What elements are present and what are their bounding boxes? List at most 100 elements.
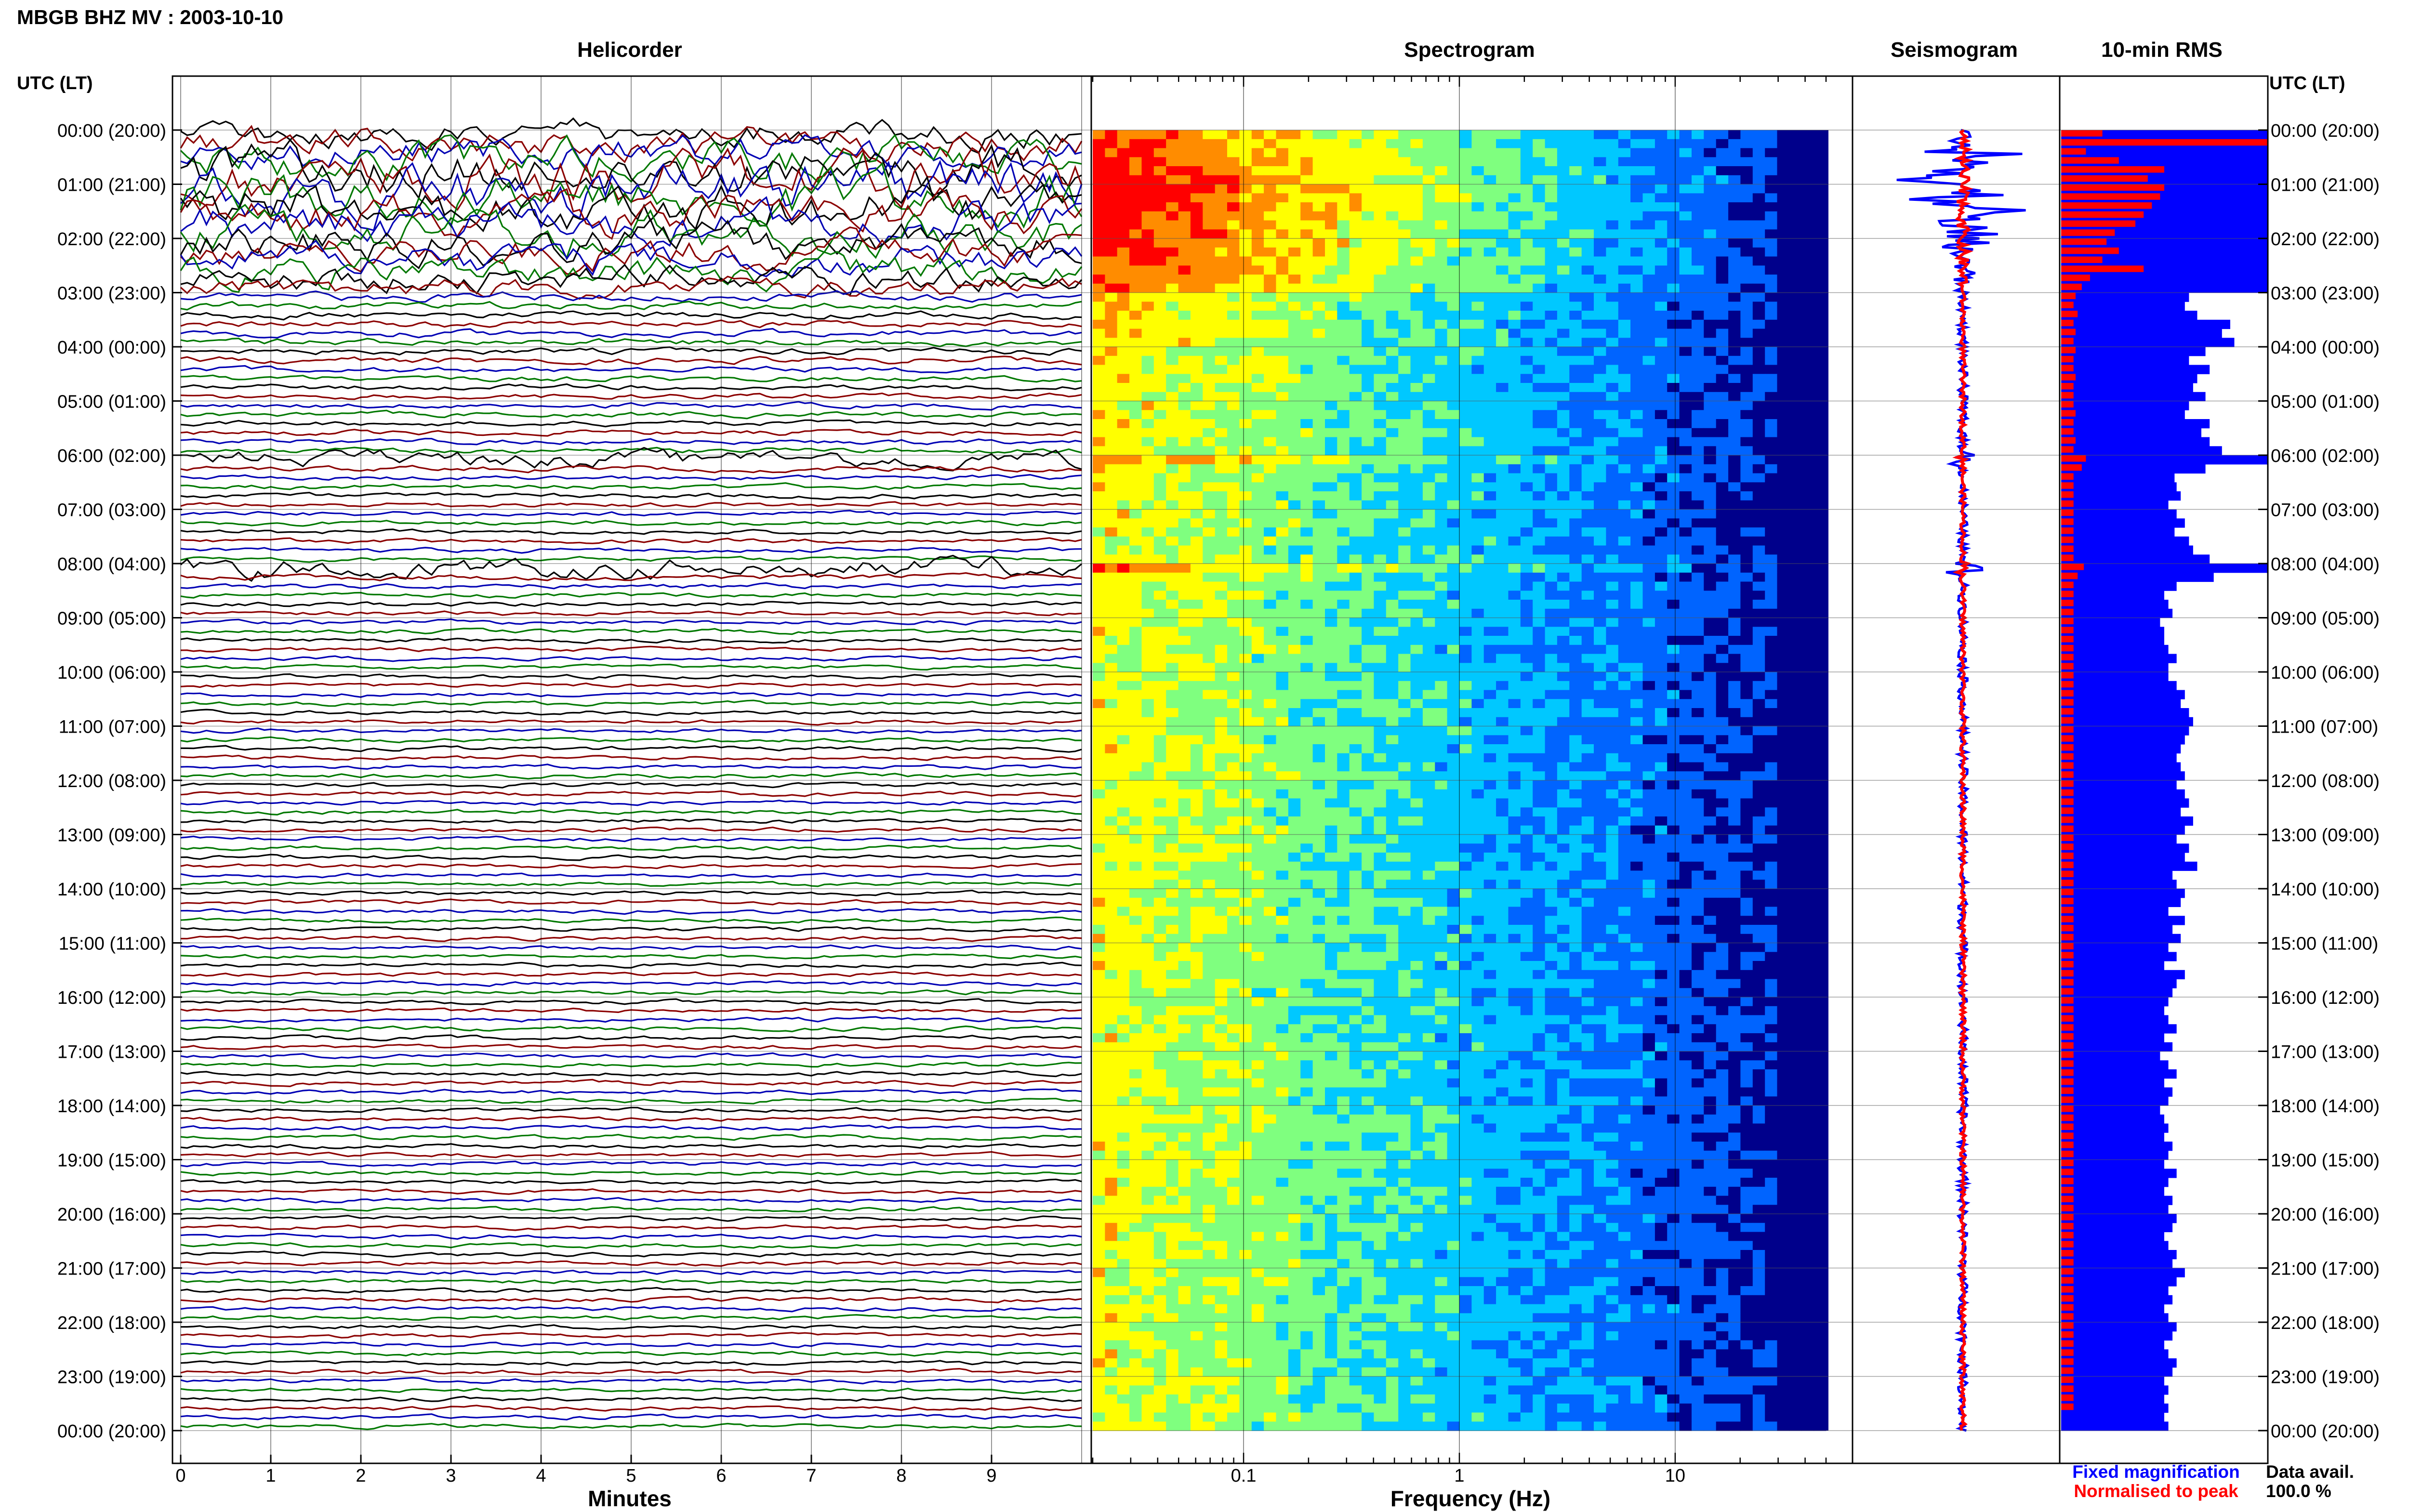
spectrogram-cell	[1129, 247, 1142, 257]
spectrogram-cell	[1141, 518, 1154, 528]
spectrogram-cell	[1410, 762, 1423, 772]
spectrogram-cell	[1606, 798, 1619, 808]
spectrogram-cell	[1716, 211, 1729, 221]
spectrogram-cell	[1557, 247, 1570, 257]
spectrogram-cell	[1337, 383, 1350, 393]
spectrogram-cell	[1655, 545, 1668, 555]
spectrogram-cell	[1312, 437, 1325, 447]
spectrogram-cell	[1704, 464, 1717, 474]
spectrogram-cell	[1692, 139, 1704, 149]
spectrogram-cell	[1594, 428, 1606, 438]
spectrogram-cell	[1704, 319, 1717, 329]
spectrogram-cell	[1398, 464, 1411, 474]
spectrogram-cell	[1166, 166, 1179, 176]
spectrogram-cell	[1508, 446, 1521, 456]
spectrogram-cell	[1410, 744, 1423, 754]
spectrogram-cell	[1325, 455, 1337, 465]
spectrogram-cell	[1655, 229, 1668, 239]
spectrogram-cell	[1386, 446, 1399, 456]
spectrogram-cell	[1545, 600, 1558, 609]
spectrogram-cell	[1093, 157, 1105, 167]
spectrogram-cell	[1789, 355, 1802, 366]
spectrogram-cell	[1594, 238, 1606, 248]
spectrogram-cell	[1129, 618, 1142, 627]
spectrogram-cell	[1203, 374, 1216, 383]
spectrogram-cell	[1264, 383, 1277, 393]
spectrogram-cell	[1251, 600, 1264, 609]
spectrogram-cell	[1557, 238, 1570, 248]
spectrogram-cell	[1777, 843, 1790, 853]
spectrogram-cell	[1178, 834, 1191, 844]
spectrogram-cell	[1667, 347, 1680, 356]
spectrogram-cell	[1642, 437, 1655, 447]
spectrogram-cell	[1520, 338, 1533, 347]
spectrogram-cell	[1765, 717, 1778, 727]
spectrogram-cell	[1618, 184, 1631, 194]
spectrogram-cell	[1606, 311, 1619, 320]
spectrogram-cell	[1264, 302, 1277, 311]
spectrogram-cell	[1093, 247, 1105, 257]
spectrogram-cell	[1410, 283, 1423, 293]
spectrogram-cell	[1692, 491, 1704, 501]
spectrogram-cell	[1777, 644, 1790, 655]
spectrogram-cell	[1105, 130, 1118, 140]
spectrogram-cell	[1203, 681, 1216, 691]
spectrogram-cell	[1117, 238, 1130, 248]
spectrogram-cell	[1435, 581, 1448, 591]
spectrogram-cell	[1288, 807, 1301, 817]
spectrogram-cell	[1667, 139, 1680, 149]
spectrogram-cell	[1618, 383, 1631, 393]
spectrogram-cell	[1129, 355, 1142, 366]
spectrogram-cell	[1337, 473, 1350, 483]
spectrogram-cell	[1178, 545, 1191, 555]
spectrogram-cell	[1264, 735, 1277, 745]
spectrogram-cell	[1166, 401, 1179, 410]
spectrogram-cell	[1777, 690, 1790, 699]
spectrogram-cell	[1203, 627, 1216, 636]
spectrogram-cell	[1581, 202, 1594, 212]
spectrogram-cell	[1190, 762, 1203, 772]
spectrogram-cell	[1752, 654, 1765, 663]
spectrogram-cell	[1422, 491, 1435, 501]
spectrogram-cell	[1581, 627, 1594, 636]
spectrogram-cell	[1178, 374, 1191, 383]
spectrogram-cell	[1141, 717, 1154, 727]
spectrogram-cell	[1374, 365, 1387, 374]
spectrogram-cell	[1276, 275, 1289, 284]
spectrogram-cell	[1606, 202, 1619, 212]
spectrogram-cell	[1496, 482, 1509, 492]
spectrogram-cell	[1362, 644, 1375, 655]
spectrogram-cell	[1288, 437, 1301, 447]
spectrogram-cell	[1606, 509, 1619, 519]
spectrogram-cell	[1667, 536, 1680, 546]
spectrogram-cell	[1093, 554, 1105, 564]
spectrogram-cell	[1215, 527, 1228, 537]
spectrogram-cell	[1386, 536, 1399, 546]
spectrogram-cell	[1251, 428, 1264, 438]
spectrogram-cell	[1569, 509, 1582, 519]
spectrogram-cell	[1594, 275, 1606, 284]
spectrogram-cell	[1276, 591, 1289, 600]
spectrogram-cell	[1251, 518, 1264, 528]
spectrogram-cell	[1203, 672, 1216, 682]
spectrogram-cell	[1093, 780, 1105, 790]
spectrogram-cell	[1374, 347, 1387, 356]
spectrogram-cell	[1117, 392, 1130, 402]
spectrogram-cell	[1203, 518, 1216, 528]
spectrogram-cell	[1141, 843, 1154, 853]
spectrogram-cell	[1789, 735, 1802, 745]
spectrogram-cell	[1692, 798, 1704, 808]
spectrogram-cell	[1777, 572, 1790, 582]
spectrogram-cell	[1141, 302, 1154, 311]
spectrogram-cell	[1203, 355, 1216, 366]
spectrogram-cell	[1655, 437, 1668, 447]
spectrogram-cell	[1740, 518, 1753, 528]
spectrogram-cell	[1447, 581, 1460, 591]
spectrogram-cell	[1410, 311, 1423, 320]
spectrogram-cell	[1251, 464, 1264, 474]
spectrogram-cell	[1312, 699, 1325, 709]
spectrogram-cell	[1166, 753, 1179, 763]
spectrogram-cell	[1325, 247, 1337, 257]
spectrogram-cell	[1459, 636, 1472, 645]
spectrogram-cell	[1386, 464, 1399, 474]
